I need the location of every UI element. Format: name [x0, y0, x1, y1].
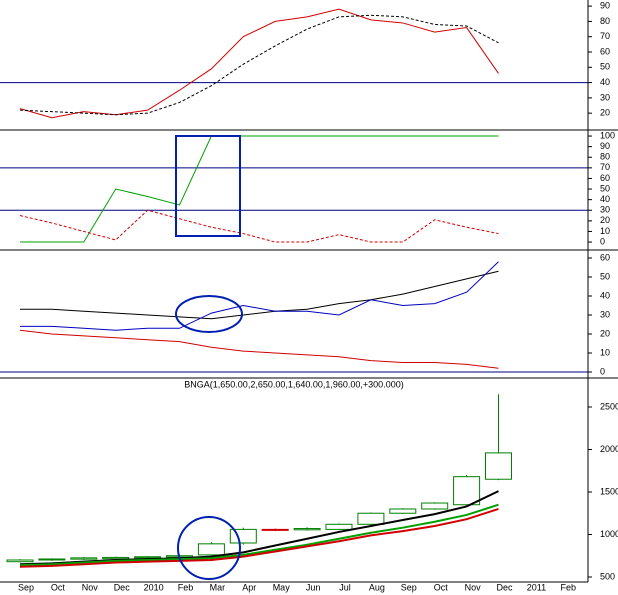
y-tick-label: 2000 — [600, 444, 618, 454]
y-tick-label: 50 — [600, 183, 610, 193]
y-tick-label: 500 — [600, 571, 615, 581]
candle-body — [325, 523, 353, 530]
y-tick-label: 60 — [600, 46, 610, 56]
candle-body — [293, 528, 321, 531]
series-line — [19, 8, 499, 119]
y-tick-label: 0 — [600, 236, 605, 246]
x-tick-label: Dec — [114, 582, 131, 592]
x-tick-label: Oct — [434, 582, 449, 592]
x-tick-label: 2010 — [144, 582, 164, 592]
y-tick-label: 80 — [600, 16, 610, 26]
x-tick-label: Jun — [306, 582, 321, 592]
x-tick-label: Sep — [18, 582, 34, 592]
y-tick-label: 30 — [600, 92, 610, 102]
x-tick-label: Dec — [496, 582, 513, 592]
x-tick-label: Apr — [242, 582, 256, 592]
y-tick-label: 20 — [600, 108, 610, 118]
series-line — [20, 261, 499, 331]
y-tick-label: 10 — [600, 347, 610, 357]
y-tick-label: 60 — [600, 173, 610, 183]
candle-body — [6, 559, 34, 563]
series-line — [19, 503, 499, 567]
series-line — [19, 329, 499, 369]
y-tick-label: 0 — [600, 366, 605, 376]
x-tick-label: 2011 — [527, 582, 546, 592]
series-line — [19, 209, 499, 243]
x-tick-label: Nov — [82, 582, 99, 592]
candle-body — [357, 512, 385, 525]
x-tick-label: Sep — [401, 582, 417, 592]
y-tick-label: 60 — [600, 252, 610, 262]
candle-body — [389, 508, 417, 514]
x-tick-label: Aug — [369, 582, 385, 592]
y-tick-label: 1000 — [600, 529, 618, 539]
candle-body — [134, 556, 162, 559]
candle-body — [38, 558, 66, 561]
chart-title: BNGA(1,650.00,2,650.00,1,640.00,1,960.00… — [184, 379, 403, 389]
x-tick-label: May — [273, 582, 291, 592]
y-tick-label: 1500 — [600, 486, 618, 496]
y-tick-label: 90 — [600, 141, 610, 151]
x-tick-label: Nov — [465, 582, 482, 592]
x-tick-label: Oct — [51, 582, 66, 592]
x-tick-label: Jul — [339, 582, 351, 592]
y-tick-label: 30 — [600, 309, 610, 319]
x-tick-label: Mar — [210, 582, 226, 592]
annotation-ellipse — [175, 295, 243, 333]
x-tick-label: Feb — [178, 582, 194, 592]
series-line — [20, 135, 499, 243]
y-tick-label: 40 — [600, 290, 610, 300]
candle-body — [453, 476, 481, 506]
y-tick-label: 20 — [600, 328, 610, 338]
y-tick-label: 100 — [600, 130, 615, 140]
y-tick-label: 80 — [600, 152, 610, 162]
candle-body — [261, 528, 289, 531]
annotation-box — [175, 135, 241, 237]
candle-body — [421, 502, 449, 510]
y-tick-label: 2500 — [600, 401, 618, 411]
x-tick-label: Feb — [561, 582, 577, 592]
y-tick-label: 40 — [600, 77, 610, 87]
y-tick-label: 20 — [600, 215, 610, 225]
series-line — [19, 508, 499, 568]
series-line — [20, 270, 499, 320]
candle-body — [197, 543, 225, 556]
candle-body — [485, 452, 512, 480]
y-tick-label: 90 — [600, 0, 610, 10]
y-tick-label: 10 — [600, 226, 610, 236]
y-tick-label: 70 — [600, 162, 610, 172]
y-tick-label: 70 — [600, 31, 610, 41]
y-tick-label: 50 — [600, 62, 610, 72]
candle-body — [102, 556, 130, 560]
candle-body — [70, 557, 98, 560]
y-tick-label: 50 — [600, 271, 610, 281]
annotation-circle — [177, 516, 241, 580]
y-tick-label: 40 — [600, 194, 610, 204]
y-tick-label: 30 — [600, 205, 610, 215]
